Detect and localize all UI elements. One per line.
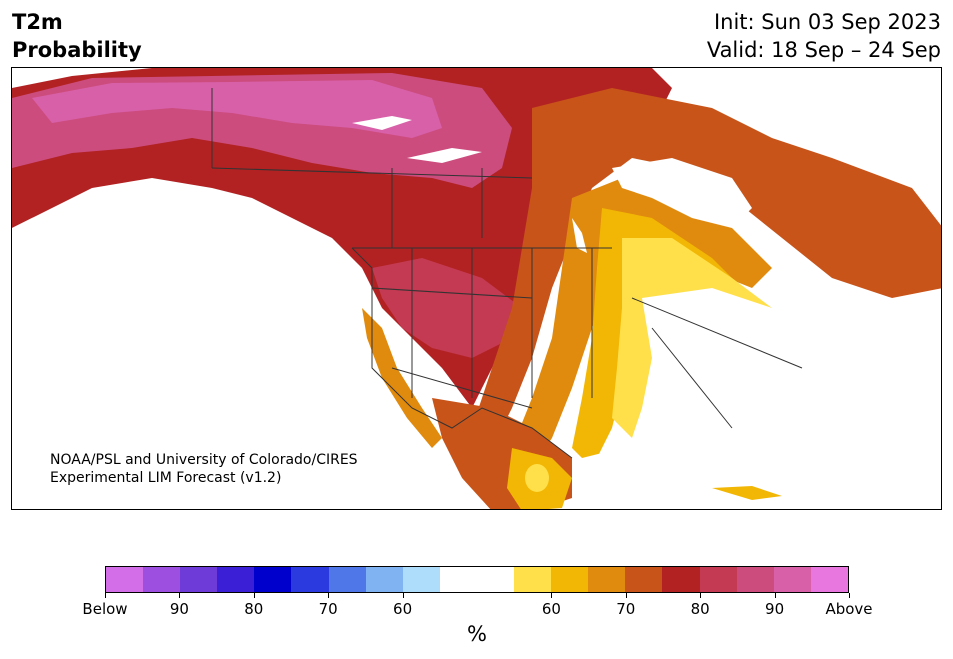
credit-line-model: Experimental LIM Forecast (v1.2)	[50, 470, 282, 486]
colorbar-tick-label: 70	[318, 600, 338, 618]
valid-period: Valid: 18 Sep – 24 Sep	[706, 38, 941, 62]
colorbar-tick-label: 70	[616, 600, 636, 618]
land-region-magenta	[32, 80, 442, 138]
probability-map	[12, 68, 941, 509]
colorbar-segment	[736, 567, 774, 592]
colorbar-tick-label: 90	[765, 600, 785, 618]
land-region-mexico-spot	[525, 464, 549, 492]
colorbar-segment	[365, 567, 403, 592]
colorbar-tick-mark	[625, 593, 627, 598]
colorbar-segment	[439, 567, 477, 592]
land-region-orange	[472, 88, 941, 448]
colorbar-tick-label: 80	[244, 600, 264, 618]
colorbar	[105, 566, 849, 593]
colorbar-tick-mark	[179, 593, 181, 598]
colorbar-tick-mark	[402, 593, 404, 598]
atlantic-ocean	[713, 298, 941, 509]
colorbar-tick-mark	[328, 593, 330, 598]
colorbar-tick-mark	[105, 593, 106, 598]
colorbar-segment	[810, 567, 848, 592]
colorbar-segment	[476, 567, 515, 592]
map-panel: NOAA/PSL and University of Colorado/CIRE…	[11, 67, 942, 510]
colorbar-segment	[662, 567, 700, 592]
lake-great-slave	[407, 148, 482, 163]
pacific-ocean	[12, 188, 481, 509]
title-line-variable: T2m	[12, 10, 63, 34]
land-region-neutral	[642, 288, 812, 448]
land-region-amber	[512, 178, 772, 468]
land-region-yellow	[612, 238, 772, 438]
colorbar-segment	[180, 567, 218, 592]
colorbar-tick-mark	[849, 593, 850, 598]
credit-line-org: NOAA/PSL and University of Colorado/CIRE…	[50, 452, 358, 468]
colorbar-segment	[551, 567, 589, 592]
gulf-of-mexico	[572, 448, 702, 509]
colorbar-segment	[143, 567, 181, 592]
colorbar-tick-label: 90	[169, 600, 189, 618]
lake-winnipeg	[572, 218, 587, 253]
colorbar-tick-label: 60	[541, 600, 561, 618]
political-borders	[211, 88, 803, 459]
title-line-type: Probability	[12, 38, 142, 62]
colorbar-tick-mark	[551, 593, 553, 598]
colorbar-segment	[328, 567, 366, 592]
land-region-west	[372, 258, 522, 358]
cuba	[712, 486, 782, 500]
colorbar-segment	[402, 567, 440, 592]
colorbar-segment	[106, 567, 144, 592]
colorbar-segment	[217, 567, 255, 592]
colorbar-tick-label: Below	[82, 600, 128, 618]
colorbar-segment	[254, 567, 292, 592]
colorbar-tick-label: 60	[393, 600, 413, 618]
hudson-bay	[612, 158, 752, 228]
colorbar-segment	[588, 567, 626, 592]
init-date: Init: Sun 03 Sep 2023	[713, 10, 941, 34]
colorbar-tick-label: 80	[690, 600, 710, 618]
forecast-dates: Init: Sun 03 Sep 2023 Valid: 18 Sep – 24…	[707, 8, 941, 64]
colorbar-tick-mark	[700, 593, 702, 598]
colorbar-segment	[625, 567, 663, 592]
colorbar-tick-label: Above	[825, 600, 873, 618]
data-credit: NOAA/PSL and University of Colorado/CIRE…	[50, 451, 358, 487]
colorbar-segment	[514, 567, 552, 592]
map-title: T2m Probability	[12, 8, 142, 64]
colorbar-segment	[773, 567, 811, 592]
colorbar-tick-mark	[253, 593, 255, 598]
colorbar-segment	[699, 567, 737, 592]
lake-great-bear	[352, 116, 412, 130]
colorbar-tick-mark	[774, 593, 776, 598]
colorbar-unit-label: %	[467, 622, 487, 646]
colorbar-segment	[291, 567, 329, 592]
